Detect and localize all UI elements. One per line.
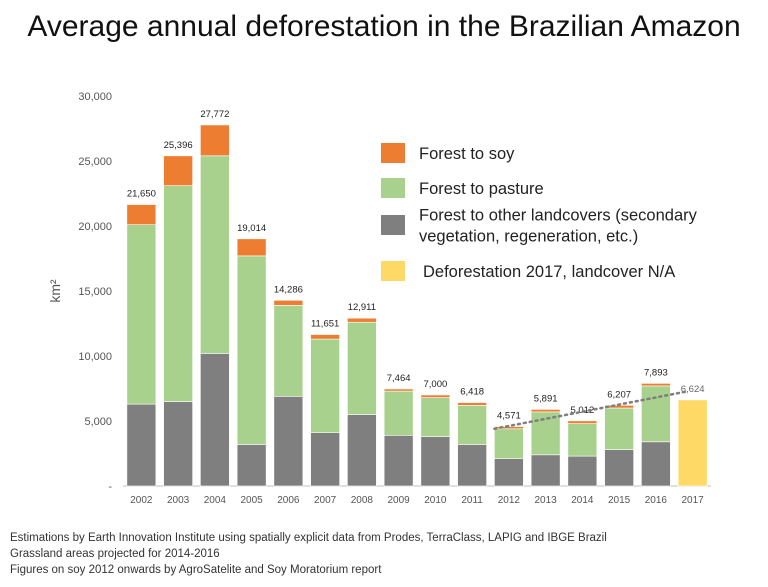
- y-tick-label: 30,000: [78, 91, 112, 103]
- bar-segment-soy: [641, 383, 671, 387]
- bar-segment-other: [567, 455, 598, 487]
- bar-segment-pasture: [420, 397, 451, 437]
- bar-segment-soy: [420, 394, 451, 398]
- bar-segment-pasture: [347, 321, 377, 415]
- bar-segment-other: [604, 449, 634, 487]
- footnote-soy: Figures on soy 2012 onwards by AgroSatel…: [10, 564, 382, 576]
- x-tick-label: 2012: [498, 495, 521, 506]
- bar-segment-other: [530, 454, 561, 487]
- x-tick-label: 2017: [682, 495, 705, 506]
- bar-segment-soy: [457, 402, 487, 406]
- x-tick-label: 2010: [424, 495, 447, 506]
- bar-segment-pasture: [604, 407, 634, 450]
- bar-segment-pasture: [567, 423, 598, 457]
- bar-segment-na: [677, 399, 708, 487]
- x-tick-label: 2007: [314, 495, 337, 506]
- bar-segment-pasture: [163, 185, 193, 402]
- bar-segment-soy: [273, 299, 304, 306]
- bar-segment-other: [457, 444, 487, 487]
- bar-segment-soy: [310, 334, 340, 340]
- x-tick-label: 2002: [130, 495, 153, 506]
- bar-total-label: 19,014: [237, 223, 266, 234]
- bar-segment-soy: [347, 317, 377, 323]
- legend-swatch-other: [381, 215, 405, 235]
- footnotes: Estimations by Earth Innovation Institut…: [10, 530, 607, 578]
- bar-segment-other: [126, 403, 157, 487]
- y-axis-label: km²: [47, 279, 63, 303]
- legend-swatch-na: [381, 261, 405, 281]
- bar-segment-other: [236, 444, 267, 487]
- bar-segment-other: [273, 395, 304, 487]
- bar-total-label: 5,891: [534, 393, 558, 404]
- x-tick-label: 2004: [204, 495, 227, 506]
- bar-total-label: 12,911: [348, 302, 376, 313]
- bar-segment-pasture: [383, 390, 414, 436]
- bar-total-label: 25,396: [164, 140, 193, 151]
- bar-segment-pasture: [273, 304, 304, 397]
- x-tick-label: 2015: [608, 495, 631, 506]
- bar-segment-other: [383, 434, 414, 487]
- bar-total-label: 6,207: [607, 389, 631, 400]
- bar-segment-soy: [383, 388, 414, 392]
- x-tick-label: 2008: [351, 495, 374, 506]
- trend-line: [493, 389, 690, 431]
- y-tick-label: 20,000: [78, 221, 112, 233]
- bar-total-label: 7,464: [387, 373, 411, 384]
- bar-total-label: 7,893: [644, 367, 668, 378]
- bar-segment-other: [347, 414, 377, 487]
- bar-segment-pasture: [200, 155, 230, 354]
- legend-label-pasture: Forest to pasture: [419, 180, 544, 198]
- bar-segment-other: [494, 458, 524, 487]
- bar-total-label: 27,772: [200, 109, 229, 120]
- bar-total-label: 21,650: [127, 189, 156, 200]
- footnote-grassland: Grassland areas projected for 2014-2016: [10, 548, 220, 560]
- x-tick-label: 2013: [535, 495, 558, 506]
- x-tick-label: 2016: [645, 495, 668, 506]
- bar-total-label: 4,571: [497, 411, 521, 422]
- bar-segment-soy: [567, 420, 598, 424]
- bar-segment-other: [163, 401, 193, 487]
- bar-segment-soy: [126, 204, 157, 226]
- x-tick-label: 2011: [461, 495, 483, 506]
- bar-total-label: 14,286: [274, 284, 303, 295]
- x-tick-label: 2005: [241, 495, 264, 506]
- bar-segment-soy: [163, 155, 193, 187]
- y-tick-label: 10,000: [78, 351, 112, 363]
- bar-total-label: 6,418: [460, 387, 484, 398]
- x-tick-label: 2003: [167, 495, 190, 506]
- bar-total-label: 5,012: [570, 405, 594, 416]
- bar-segment-pasture: [457, 405, 487, 445]
- legend-swatch-pasture: [381, 178, 405, 198]
- y-tick-label: 25,000: [78, 156, 112, 168]
- bar-total-label: 7,000: [423, 379, 447, 390]
- legend-label-soy: Forest to soy: [419, 145, 515, 163]
- bar-segment-pasture: [494, 428, 524, 459]
- bar-segment-pasture: [236, 255, 267, 445]
- bar-total-label: 6,624: [681, 384, 705, 395]
- x-tick-label: 2014: [571, 495, 594, 506]
- bar-segment-soy: [236, 238, 267, 257]
- x-tick-label: 2009: [388, 495, 411, 506]
- legend-swatch-soy: [381, 143, 405, 163]
- bar-total-label: 11,651: [311, 319, 339, 330]
- bar-segment-pasture: [530, 411, 561, 456]
- bar-segment-pasture: [310, 338, 340, 434]
- legend-label-na: Deforestation 2017, landcover N/A: [423, 263, 675, 281]
- bar-segment-soy: [530, 409, 561, 413]
- y-tick-label: 15,000: [78, 286, 112, 298]
- chart-title: Average annual deforestation in the Braz…: [27, 10, 741, 43]
- bar-segment-soy: [200, 124, 230, 157]
- bar-segment-other: [641, 441, 671, 487]
- y-tick-label: 5,000: [84, 416, 112, 428]
- bar-segment-other: [200, 353, 230, 487]
- bar-segment-pasture: [126, 224, 157, 405]
- legend-label-other: vegetation, regeneration, etc.): [419, 228, 638, 246]
- x-tick-label: 2006: [277, 495, 300, 506]
- bar-segment-other: [310, 432, 340, 487]
- footnote-source: Estimations by Earth Innovation Institut…: [10, 532, 607, 544]
- y-tick-label: -: [108, 481, 112, 493]
- legend-label-other: Forest to other landcovers (secondary: [419, 207, 698, 225]
- bar-segment-other: [420, 436, 451, 487]
